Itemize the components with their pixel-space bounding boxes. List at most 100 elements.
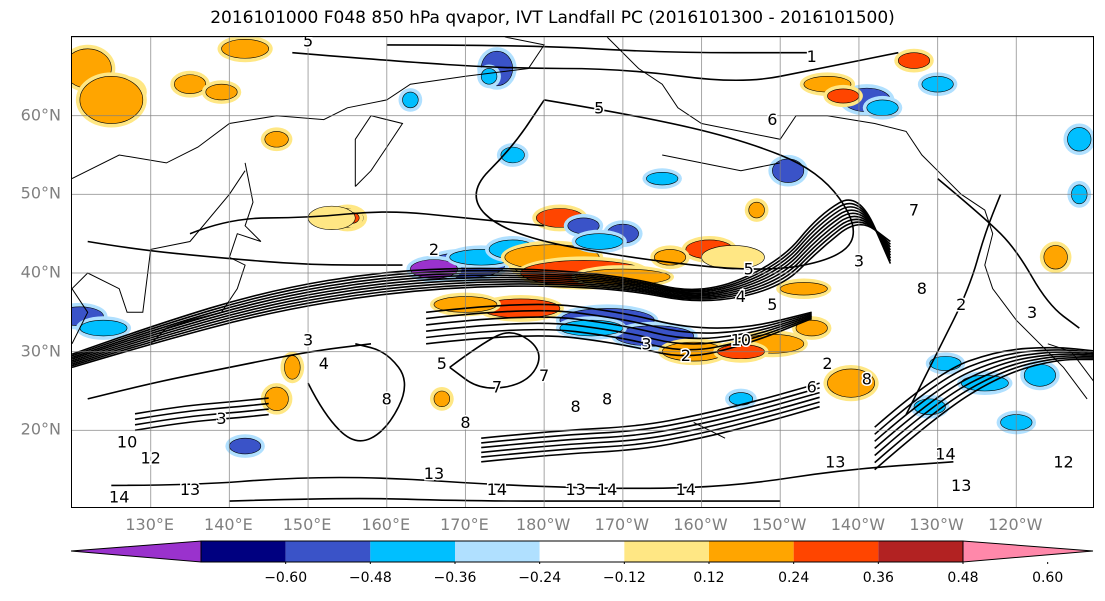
longitude-label: 120°W [988,515,1043,534]
ivt-contour [874,358,1093,471]
ivt-contour [134,397,269,415]
colorbar-segment [709,541,794,562]
contour-label: 2 [429,240,439,259]
colorbar-extend-max [962,540,1094,563]
contour-label: 13 [180,480,200,499]
ivt-contour [72,209,892,360]
colorbar-extend-min [71,540,202,563]
latitude-label: 30°N [20,341,61,361]
contour-label: 13 [951,476,971,495]
ivt-contour [481,387,820,444]
longitude-label: 160°W [673,515,728,534]
ivt-contour [307,343,406,442]
contour-label: 5 [594,98,604,117]
ivt-contour [874,353,1093,450]
ivt-contour [292,51,899,82]
ivt-contour [111,461,954,490]
contour-label: 14 [597,480,617,499]
contour-label: 8 [460,413,470,432]
anomaly-fill-blob [229,437,262,455]
ivt-contour [72,206,892,359]
contour-label: 13 [424,464,444,483]
anomaly-fill-blob [827,88,860,104]
contour-label: 13 [565,480,585,499]
anomaly-fill-blob [779,282,828,296]
ivt-contour [874,349,1093,435]
ivt-contour [72,215,892,364]
anomaly-fill-blob [284,355,301,380]
contour-label: 1 [807,47,817,66]
longitude-label: 130°E [125,515,175,534]
coastline [354,115,404,187]
colorbar-tick-label: −0.48 [348,570,392,586]
contour-label: 8 [571,397,581,416]
colorbar-tick-label: −0.36 [433,570,477,586]
ivt-contour [72,212,892,362]
anomaly-fill-blob [646,172,679,186]
ivt-contour [475,99,855,270]
anomaly-fill-blob [79,76,144,124]
contour-label: 7 [909,201,919,220]
ivt-contour [426,315,812,345]
contour-label: 3 [1027,303,1037,322]
ivt-contour [134,402,269,421]
ivt-contour [481,405,820,463]
colorbar-tick-label: 0.24 [778,570,810,586]
ivt-contour [905,194,1002,415]
ivt-contour [481,382,820,439]
contour-label: 3 [216,409,226,428]
latitude-label: 60°N [20,105,61,125]
ivt-contour [426,303,812,329]
colorbar-segment [878,541,963,562]
contour-label: 6 [807,378,817,397]
anomaly-fill-blob [701,245,765,270]
anomaly-fill-blob [307,205,356,231]
latitude-label: 20°N [20,419,61,439]
ivt-contour [481,401,820,458]
contour-label: 8 [862,370,872,389]
anomaly-fill-blob [433,390,451,408]
contour-label: 5 [303,37,313,50]
longitude-label: 180°W [515,515,571,534]
longitude-label: 150°E [282,515,332,534]
graticule-layer [72,37,1093,507]
ivt-contour-layer [72,44,1093,502]
longitude-label: 150°W [752,515,807,534]
coastline [72,170,246,345]
latitude-label: 40°N [20,262,61,282]
contour-label: 14 [676,480,696,499]
colorbar-segment [370,541,455,562]
contour-label: 7 [539,366,549,385]
ivt-contour [481,391,820,449]
contour-label: 6 [767,110,777,129]
anomaly-fill-blob [827,368,875,398]
anomaly-fill-blob [1043,245,1068,270]
ivt-contour [874,356,1093,464]
latitude-label: 50°N [20,183,61,203]
map-panel: 5 1 5 6 2 5 4 3 8 2 3 5 10 3 2 2 6 8 4 3 5 7 7 8 8 8 8 3 10 12 14 13 13 1… [71,36,1094,508]
anomaly-fill-blob [1067,127,1092,152]
contour-label: 10 [731,330,751,349]
anomaly-fill-blob [480,68,498,85]
longitude-label: 140°W [830,515,886,534]
contour-label: 10 [117,433,137,452]
longitude-label: 170°E [440,515,489,534]
ivt-contour [72,199,892,355]
ivt-contour [874,346,1093,428]
contour-label: 13 [825,452,845,471]
contour-label: 2 [956,295,966,314]
ivt-contour [87,240,403,266]
ivt-contour [134,413,269,432]
ivt-contour [874,355,1093,457]
anomaly-fill-blob [897,52,931,69]
coastline-layer [72,37,1093,439]
ivt-contour [72,223,891,369]
contour-label: 8 [382,389,392,408]
contour-label: 8 [602,389,612,408]
colorbar-tick-label: −0.12 [602,570,646,586]
colorbar-outline [200,540,964,563]
anomaly-fill-blob [173,74,207,94]
longitude-label: 130°W [909,515,964,534]
